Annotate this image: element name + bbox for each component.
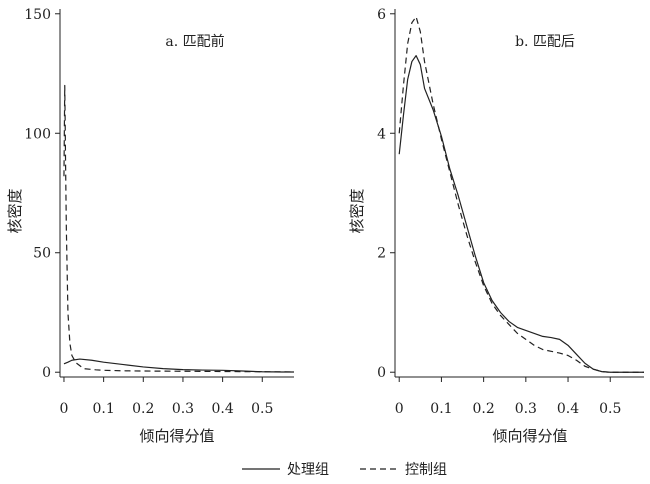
x-tick-label: 0.3	[515, 401, 537, 417]
x-tick-label: 0	[395, 401, 404, 417]
x-axis-title: 倾向得分值	[492, 427, 567, 445]
legend-label-treatment: 处理组	[287, 462, 329, 478]
y-tick-label: 0	[377, 365, 386, 381]
series-line-control	[63, 84, 295, 373]
panel-before-matching: 0 0.1 0.2 0.3 0.4 0.5 0 50 100 150 倾向得分值 核密度 a. 匹配前	[6, 7, 295, 445]
x-tick-label: 0.4	[211, 401, 233, 417]
x-tick-label: 0.5	[251, 401, 273, 417]
y-axis-title: 核密度	[6, 188, 24, 233]
legend: 处理组 控制组	[242, 462, 447, 478]
y-tick-label: 6	[377, 7, 386, 23]
y-tick-label: 150	[24, 7, 51, 23]
x-tick-label: 0.1	[92, 401, 114, 417]
x-tick-label: 0.5	[599, 401, 621, 417]
x-tick-label: 0.1	[430, 401, 452, 417]
y-tick-label: 2	[377, 246, 386, 262]
series-line-treatment	[398, 55, 644, 373]
series-line-treatment	[63, 358, 294, 373]
x-axis-title: 倾向得分值	[139, 427, 214, 445]
series-line-control	[398, 16, 644, 373]
x-tick-label: 0.2	[132, 401, 154, 417]
y-tick-label: 4	[377, 126, 386, 142]
legend-label-control: 控制组	[405, 462, 447, 478]
panel-after-matching: 0 0.1 0.2 0.3 0.4 0.5 0 2 4 6 倾向得分值 核密度 b. 匹配后	[348, 7, 644, 445]
y-tick-label: 100	[24, 126, 51, 142]
y-tick-label: 0	[42, 365, 51, 381]
panel-title: a. 匹配前	[165, 33, 224, 50]
x-tick-label: 0.2	[472, 401, 494, 417]
x-tick-label: 0.4	[557, 401, 579, 417]
panel-title: b. 匹配后	[515, 34, 575, 50]
x-tick-label: 0	[60, 401, 69, 417]
x-tick-label: 0.3	[172, 401, 194, 417]
y-axis-title: 核密度	[348, 188, 366, 233]
y-tick-label: 50	[33, 246, 51, 262]
